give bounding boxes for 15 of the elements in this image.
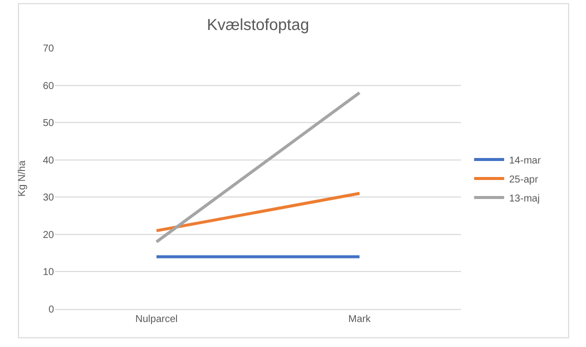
y-tick-label: 50 xyxy=(42,118,54,130)
x-tick-label: Nulparcel xyxy=(135,314,178,325)
legend-label: 25-apr xyxy=(509,174,539,186)
y-tick-label: 40 xyxy=(42,155,54,166)
y-tick-label: 20 xyxy=(42,230,54,241)
y-tick-label: 0 xyxy=(48,304,54,316)
x-tick-label: Mark xyxy=(348,314,372,325)
legend-label: 14-mar xyxy=(509,155,542,166)
y-tick-label: 10 xyxy=(42,267,54,278)
y-tick-label: 70 xyxy=(42,44,54,54)
legend-label: 13-maj xyxy=(509,193,540,204)
y-tick-label: 60 xyxy=(42,80,54,92)
y-axis-title: Kg N/ha xyxy=(16,160,28,197)
chart-title: Kvælstofoptag xyxy=(206,16,310,34)
y-tick-label: 30 xyxy=(42,192,54,204)
